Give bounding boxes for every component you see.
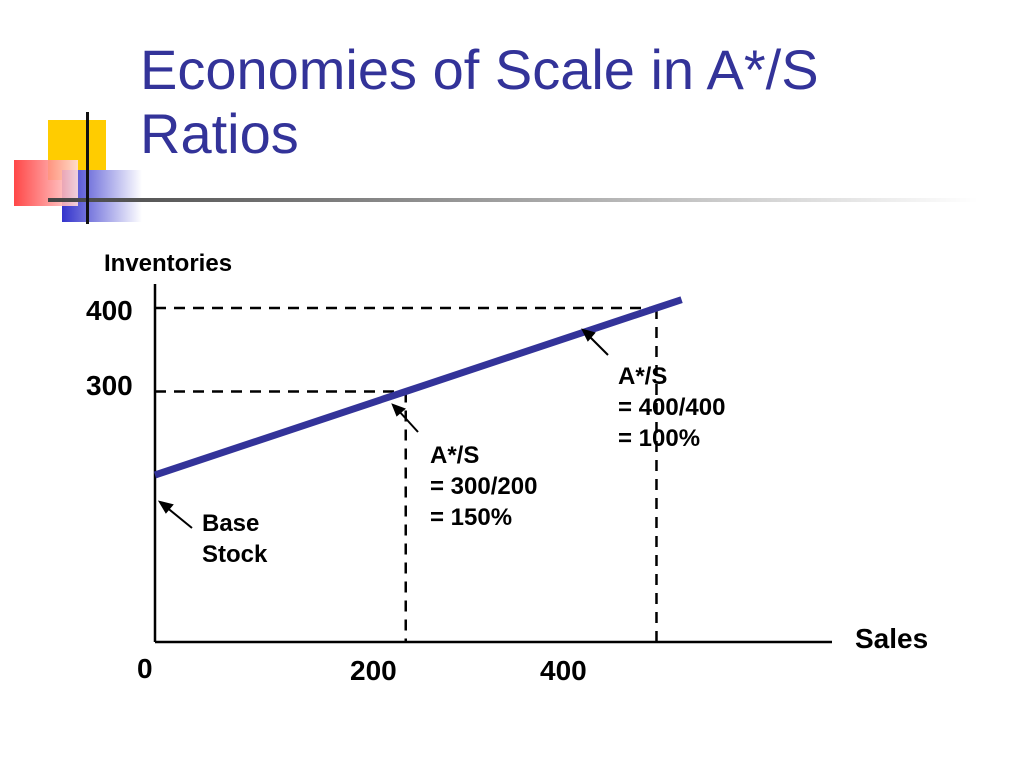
y-axis-label: Inventories	[104, 250, 232, 277]
x-axis-label: Sales	[855, 623, 928, 654]
x-tick-400: 400	[540, 655, 587, 686]
annotation-a400-line2: = 400/400	[618, 394, 725, 421]
annotation-a400-line1: A*/S	[618, 363, 667, 390]
y-tick-300: 300	[86, 370, 133, 401]
arrow-a400	[581, 328, 609, 356]
annotation-a400-line3: = 100%	[618, 425, 700, 452]
x-tick-200: 200	[350, 655, 397, 686]
page-title: Economies of Scale in A*/S Ratios	[140, 38, 1000, 166]
arrow-a200	[391, 403, 419, 433]
guide-lines	[155, 306, 658, 642]
annotation-base-line1: Base	[202, 510, 259, 537]
y-tick-400: 400	[86, 295, 133, 326]
title-line-2: Ratios	[140, 102, 299, 165]
series-line	[153, 296, 683, 479]
arrow-base-stock	[157, 500, 193, 529]
x-tick-0: 0	[137, 653, 153, 684]
annotation-a200-line2: = 300/200	[430, 473, 537, 500]
annotation-base-line2: Stock	[202, 541, 268, 568]
annotation-base-stock: Base Stock	[202, 510, 268, 568]
annotation-a200: A*/S = 300/200 = 150%	[430, 442, 537, 531]
annotation-a400: A*/S = 400/400 = 100%	[618, 363, 725, 452]
title-line-1: Economies of Scale in A*/S	[140, 38, 819, 101]
annotation-a200-line1: A*/S	[430, 442, 479, 469]
annotation-a200-line3: = 150%	[430, 504, 512, 531]
